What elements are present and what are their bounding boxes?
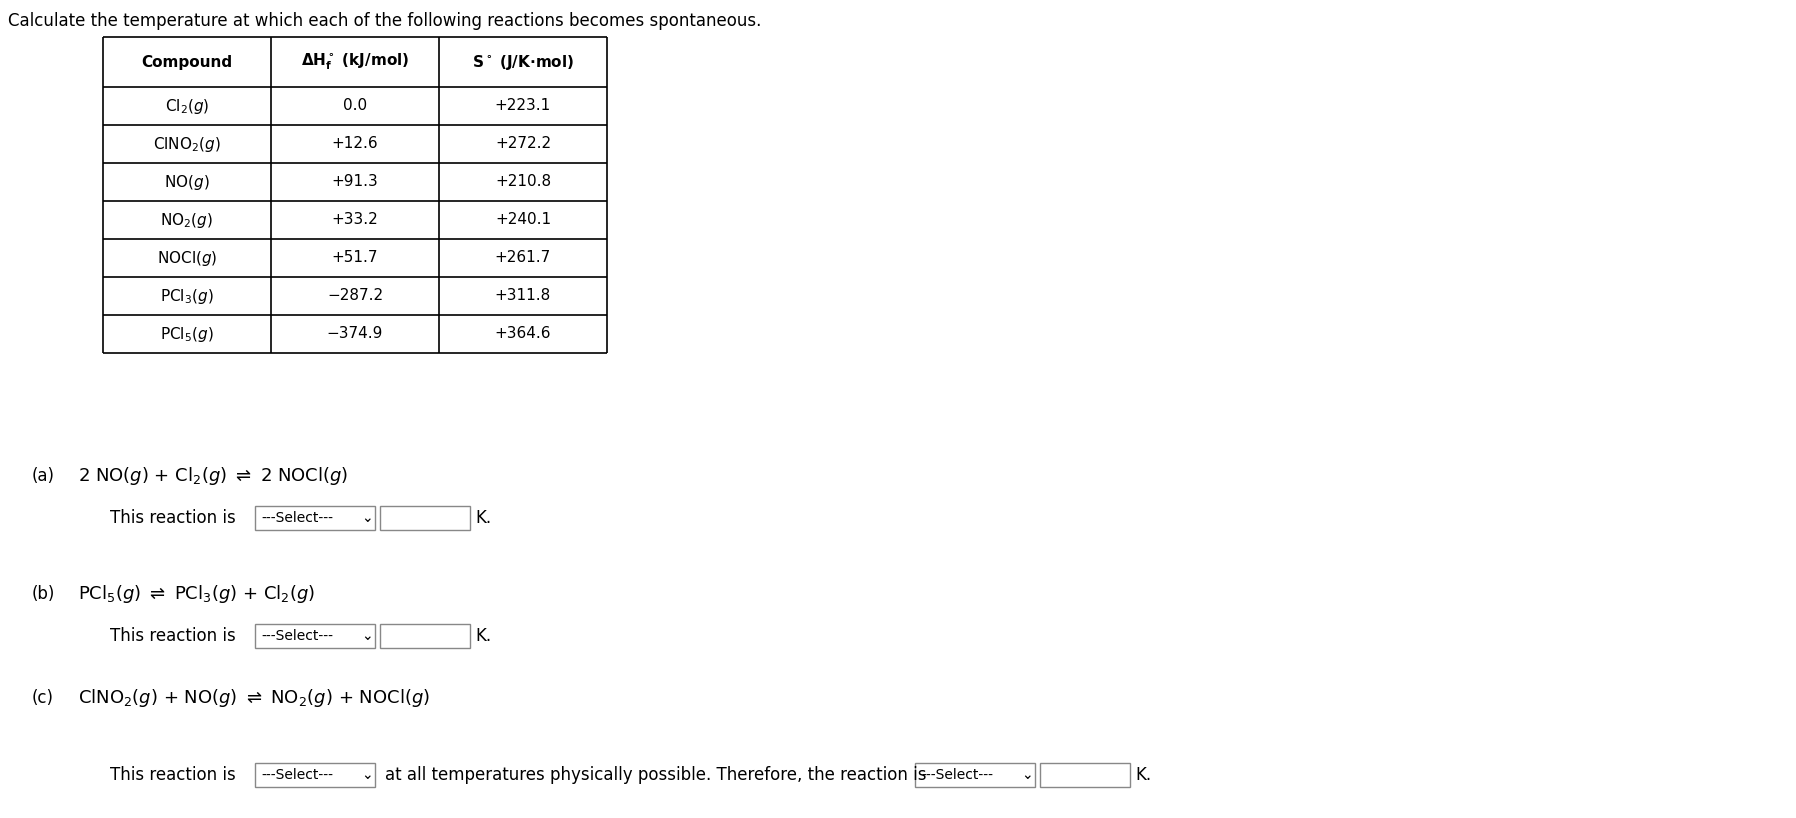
- Text: $\mathrm{NOCl}$$\mathit{(g)}$: $\mathrm{NOCl}$$\mathit{(g)}$: [156, 249, 217, 267]
- Text: ---Select---: ---Select---: [260, 511, 332, 525]
- Text: +311.8: +311.8: [496, 289, 551, 303]
- Text: This reaction is: This reaction is: [110, 766, 235, 784]
- Text: −374.9: −374.9: [327, 326, 383, 341]
- Text: 0.0: 0.0: [343, 98, 366, 114]
- Text: ⌄: ⌄: [361, 511, 372, 525]
- Text: Compound: Compound: [142, 55, 232, 70]
- Text: ---Select---: ---Select---: [260, 768, 332, 782]
- Text: −287.2: −287.2: [327, 289, 383, 303]
- Text: +51.7: +51.7: [332, 250, 379, 266]
- Text: +91.3: +91.3: [332, 174, 379, 190]
- Text: (b): (b): [32, 585, 56, 603]
- Text: +240.1: +240.1: [496, 213, 551, 227]
- Text: +261.7: +261.7: [496, 250, 551, 266]
- Text: $\mathrm{ClNO_2}$$\mathit{(g)}$: $\mathrm{ClNO_2}$$\mathit{(g)}$: [153, 134, 221, 154]
- Text: $\mathrm{PCl_3}$$\mathit{(g)}$: $\mathrm{PCl_3}$$\mathit{(g)}$: [160, 286, 214, 305]
- Text: $\mathbf{\Delta H_f^\circ}$ $\mathbf{(kJ/mol)}$: $\mathbf{\Delta H_f^\circ}$ $\mathbf{(kJ…: [300, 52, 409, 72]
- FancyBboxPatch shape: [1040, 763, 1130, 787]
- FancyBboxPatch shape: [255, 506, 375, 530]
- FancyBboxPatch shape: [914, 763, 1034, 787]
- FancyBboxPatch shape: [255, 624, 375, 648]
- Text: K.: K.: [1135, 766, 1151, 784]
- FancyBboxPatch shape: [381, 624, 471, 648]
- Text: +272.2: +272.2: [496, 137, 551, 151]
- Text: $\mathrm{NO_2}$$\mathit{(g)}$: $\mathrm{NO_2}$$\mathit{(g)}$: [160, 210, 214, 230]
- Text: ---Select---: ---Select---: [921, 768, 993, 782]
- Text: $\mathrm{NO}$$\mathit{(g)}$: $\mathrm{NO}$$\mathit{(g)}$: [163, 173, 210, 191]
- Text: ClNO$_2(g)$ + NO$(g)$ $\rightleftharpoons$ NO$_2(g)$ + NOCl$(g)$: ClNO$_2(g)$ + NO$(g)$ $\rightleftharpoon…: [77, 687, 429, 709]
- Text: +210.8: +210.8: [496, 174, 551, 190]
- Text: ---Select---: ---Select---: [260, 629, 332, 643]
- FancyBboxPatch shape: [381, 506, 471, 530]
- Text: K.: K.: [474, 627, 490, 645]
- Text: ⌄: ⌄: [361, 768, 372, 782]
- Text: 2 NO$(g)$ + Cl$_2(g)$ $\rightleftharpoons$ 2 NOCl$(g)$: 2 NO$(g)$ + Cl$_2(g)$ $\rightleftharpoon…: [77, 465, 348, 487]
- Text: This reaction is: This reaction is: [110, 509, 235, 527]
- Text: (c): (c): [32, 689, 54, 707]
- Text: ⌄: ⌄: [361, 629, 372, 643]
- Text: +12.6: +12.6: [332, 137, 379, 151]
- Text: This reaction is: This reaction is: [110, 627, 235, 645]
- Text: +364.6: +364.6: [494, 326, 551, 341]
- FancyBboxPatch shape: [255, 763, 375, 787]
- Text: ⌄: ⌄: [1020, 768, 1033, 782]
- Text: +33.2: +33.2: [332, 213, 379, 227]
- Text: Calculate the temperature at which each of the following reactions becomes spont: Calculate the temperature at which each …: [7, 12, 762, 30]
- Text: (a): (a): [32, 467, 56, 485]
- Text: PCl$_5(g)$ $\rightleftharpoons$ PCl$_3(g)$ + Cl$_2(g)$: PCl$_5(g)$ $\rightleftharpoons$ PCl$_3(g…: [77, 583, 316, 605]
- Text: $\mathrm{Cl_2}$$\mathit{(g)}$: $\mathrm{Cl_2}$$\mathit{(g)}$: [165, 97, 210, 115]
- Text: $\mathrm{PCl_5}$$\mathit{(g)}$: $\mathrm{PCl_5}$$\mathit{(g)}$: [160, 325, 214, 344]
- Text: at all temperatures physically possible. Therefore, the reaction is: at all temperatures physically possible.…: [384, 766, 927, 784]
- Text: +223.1: +223.1: [496, 98, 551, 114]
- Text: K.: K.: [474, 509, 490, 527]
- Text: $\mathbf{S^\circ}$ $\mathbf{(J/K{\cdot}mol)}$: $\mathbf{S^\circ}$ $\mathbf{(J/K{\cdot}m…: [472, 52, 575, 71]
